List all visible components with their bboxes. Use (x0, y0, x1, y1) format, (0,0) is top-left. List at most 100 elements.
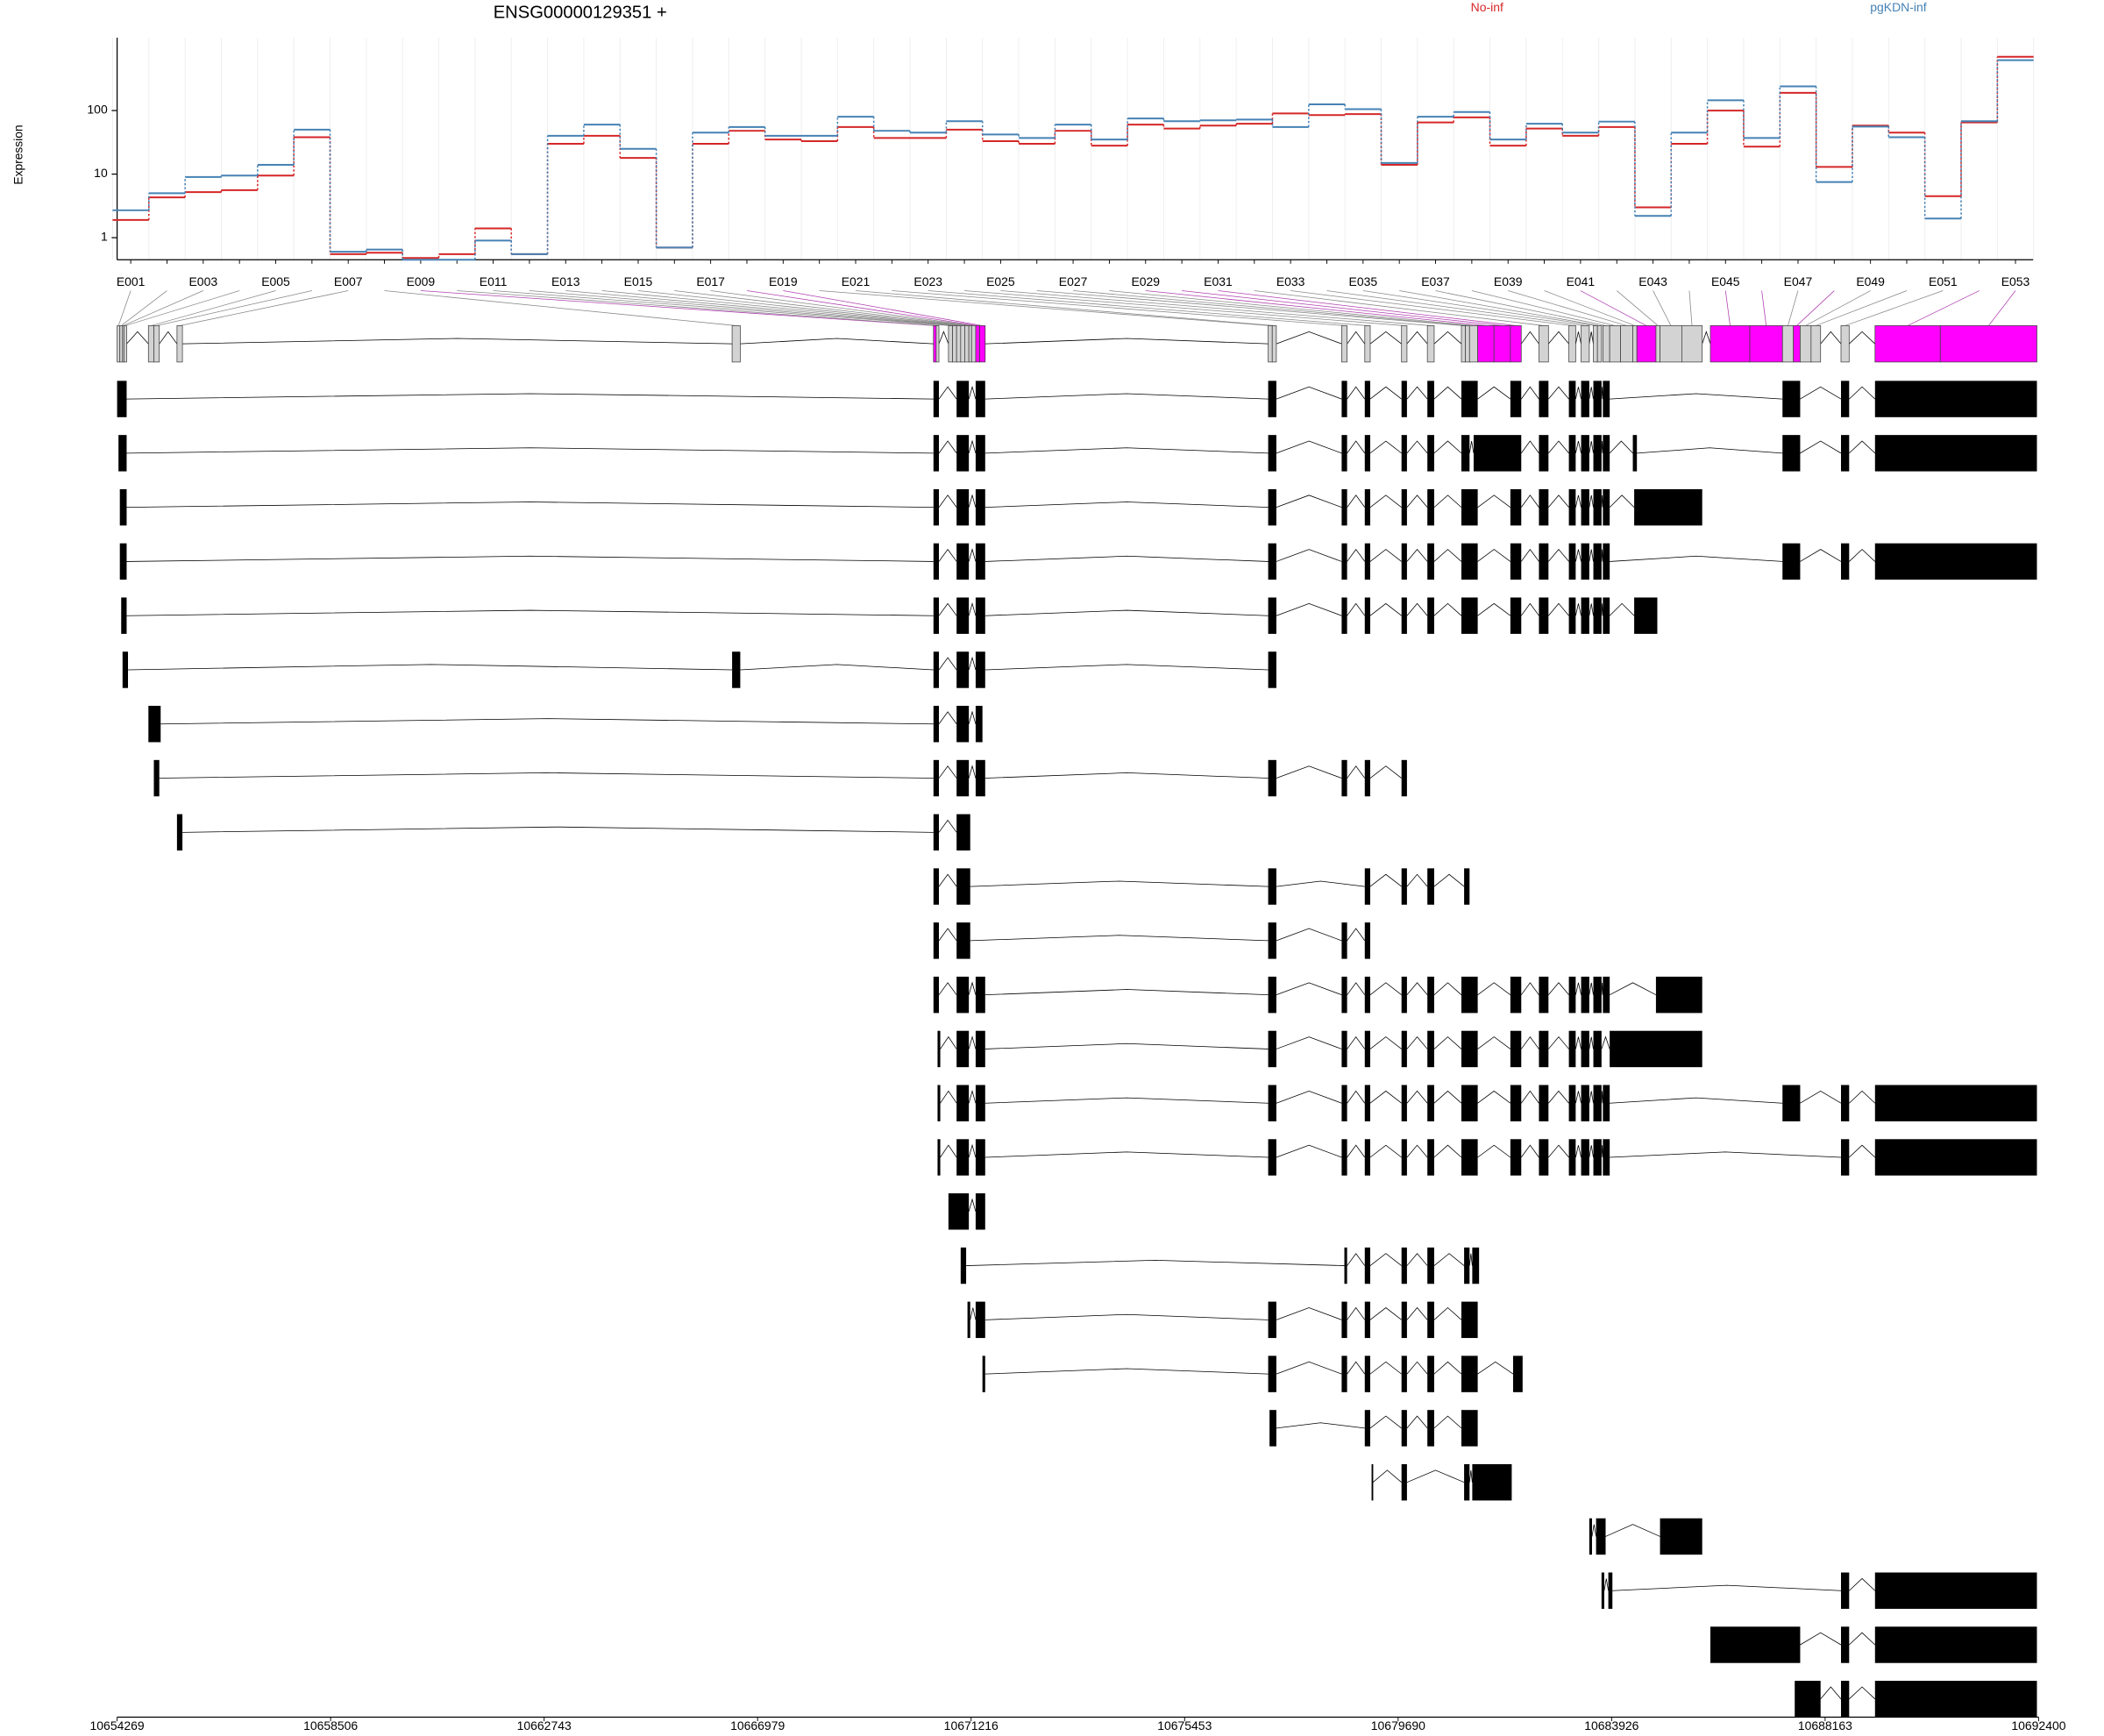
transcript-exon (1581, 381, 1589, 417)
intron (1433, 1036, 1462, 1049)
intron (1369, 602, 1402, 616)
gene-model-exon (956, 325, 962, 363)
transcript-exon (1341, 543, 1347, 580)
intron (1406, 1469, 1465, 1483)
intron (1548, 440, 1569, 454)
transcript-exon (1581, 1085, 1589, 1121)
transcript-exon (1364, 381, 1370, 417)
intron (1548, 331, 1569, 345)
intron (1347, 440, 1366, 454)
intron (984, 1368, 1269, 1375)
transcript-exon (1461, 1030, 1478, 1068)
exon-connector (1109, 290, 1474, 326)
intron (1347, 1306, 1366, 1320)
gene-model-exon (176, 325, 183, 363)
intron (1589, 440, 1594, 453)
intron (1477, 1361, 1514, 1375)
transcript-exon (1655, 976, 1702, 1014)
transcript-exon (1427, 1030, 1434, 1068)
transcript-exon (1568, 381, 1576, 417)
transcript-exon (1427, 435, 1434, 472)
intron (968, 1143, 977, 1158)
intron (968, 385, 977, 400)
intron (1589, 982, 1594, 995)
intron (1612, 1584, 1842, 1591)
transcript-exon (1269, 1410, 1276, 1447)
y-axis-label: Expression (11, 125, 25, 184)
transcript-exon (1268, 1301, 1276, 1339)
intron (1433, 982, 1462, 995)
x-tick-label: 10675453 (1157, 1718, 1212, 1732)
transcript-exon (1593, 1030, 1602, 1068)
transcript-exon (1401, 1030, 1407, 1068)
transcript-exon (1874, 1085, 2037, 1121)
intron (1406, 1144, 1428, 1158)
transcript-exon (1464, 1463, 1470, 1501)
transcript-exon (937, 1030, 941, 1068)
transcript-exon (1364, 868, 1370, 905)
transcript-exon (1427, 597, 1434, 634)
exon-connector (1290, 290, 1573, 326)
transcript-exon (933, 814, 940, 851)
transcript-exon (1427, 1301, 1434, 1339)
transcript-exon (933, 922, 940, 959)
intron (1800, 440, 1842, 454)
intron (1610, 1097, 1783, 1104)
intron (1589, 331, 1594, 345)
exon-connector (1218, 290, 1517, 326)
transcript-exon (1589, 1518, 1592, 1555)
transcript-exon (118, 435, 127, 472)
transcript-exon (1593, 488, 1602, 526)
intron (1369, 873, 1402, 887)
intron (1520, 1090, 1539, 1104)
exon-connector (1254, 290, 1544, 326)
intron (1574, 331, 1582, 345)
transcript-exon (933, 488, 940, 526)
transcript-exon (1464, 868, 1470, 905)
exon-connector (1988, 290, 2016, 326)
intron (1369, 1036, 1402, 1049)
intron (1601, 387, 1603, 400)
intron (1702, 331, 1711, 345)
intron (1800, 1632, 1842, 1646)
transcript-exon (1268, 759, 1276, 797)
gene-model-exon (1939, 325, 2037, 363)
x-tick-label: E027 (1059, 274, 1088, 288)
intron (1601, 549, 1603, 562)
transcript-exon (1401, 381, 1407, 417)
transcript-exon (1472, 1247, 1480, 1284)
intron (1601, 1091, 1603, 1104)
x-tick-label: E011 (480, 274, 508, 288)
intron (970, 880, 1269, 887)
transcript-exon (956, 1139, 970, 1176)
x-tick-label: E051 (1929, 274, 1958, 288)
transcript-exon (1539, 488, 1549, 526)
intron (984, 338, 1269, 345)
intron (1433, 1144, 1462, 1158)
intron (1433, 1361, 1462, 1375)
intron (1369, 982, 1402, 995)
intron (1406, 440, 1428, 454)
transcript-exon (1603, 435, 1610, 472)
transcript-exon (1401, 1301, 1407, 1339)
intron (1849, 1144, 1876, 1158)
exon-connector (855, 290, 1275, 326)
intron (1477, 549, 1511, 562)
transcript-exon (1371, 1463, 1374, 1501)
x-tick-label: 10679690 (1371, 1718, 1425, 1732)
transcript-exon (1461, 976, 1478, 1014)
intron (1406, 873, 1428, 887)
transcript-exon (1581, 435, 1589, 472)
exon-connector (746, 290, 978, 326)
transcript-exon (1268, 1355, 1276, 1392)
transcript-exon (1401, 868, 1407, 905)
gene-model-exon (964, 325, 970, 363)
gene-model-exon (948, 325, 953, 363)
exon-connector (1000, 290, 1432, 326)
transcript-exon (1268, 381, 1276, 417)
intron (984, 555, 1269, 562)
intron (1406, 1253, 1428, 1266)
intron (1347, 494, 1366, 508)
intron (1347, 602, 1366, 616)
transcript-exon (975, 1030, 985, 1068)
